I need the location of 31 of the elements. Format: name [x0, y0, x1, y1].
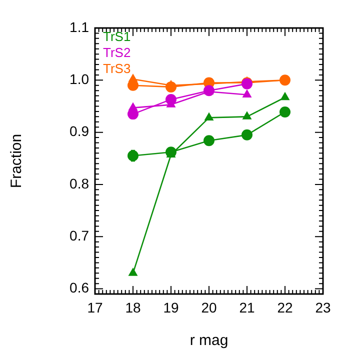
- point: [280, 106, 290, 118]
- text: TrS2: [103, 45, 131, 60]
- x-tick-label: 17: [87, 299, 103, 316]
- x-tick-label: 21: [239, 299, 255, 316]
- point: [204, 135, 214, 146]
- point: [280, 74, 290, 86]
- point: [204, 112, 214, 120]
- point: [242, 129, 252, 140]
- series-label: TrS3: [103, 61, 131, 76]
- y-tick-label: 1.1: [70, 18, 90, 35]
- x-tick-label: 23: [315, 299, 331, 316]
- y-tick-label: 0.8: [70, 175, 90, 192]
- x-tick-label: 19: [163, 299, 179, 316]
- y-tick-label: 1.0: [70, 71, 90, 88]
- y-axis-title: Fraction: [8, 134, 26, 188]
- y-tick-label: 0.6: [70, 280, 90, 296]
- point: [242, 111, 252, 120]
- y-tick-label: 0.9: [70, 123, 90, 140]
- x-tick-label: 20: [201, 299, 217, 316]
- point: [242, 89, 252, 98]
- text: TrS1: [103, 29, 131, 44]
- point: [166, 94, 176, 105]
- x-tick-label: 22: [277, 299, 293, 316]
- y-tick-label: 0.7: [70, 227, 90, 244]
- point: [166, 146, 176, 158]
- point: [128, 150, 138, 162]
- point: [128, 268, 138, 276]
- point: [280, 92, 290, 100]
- x-axis-title: r mag: [190, 332, 228, 350]
- point: [166, 81, 176, 92]
- x-tick-label: 18: [125, 299, 141, 316]
